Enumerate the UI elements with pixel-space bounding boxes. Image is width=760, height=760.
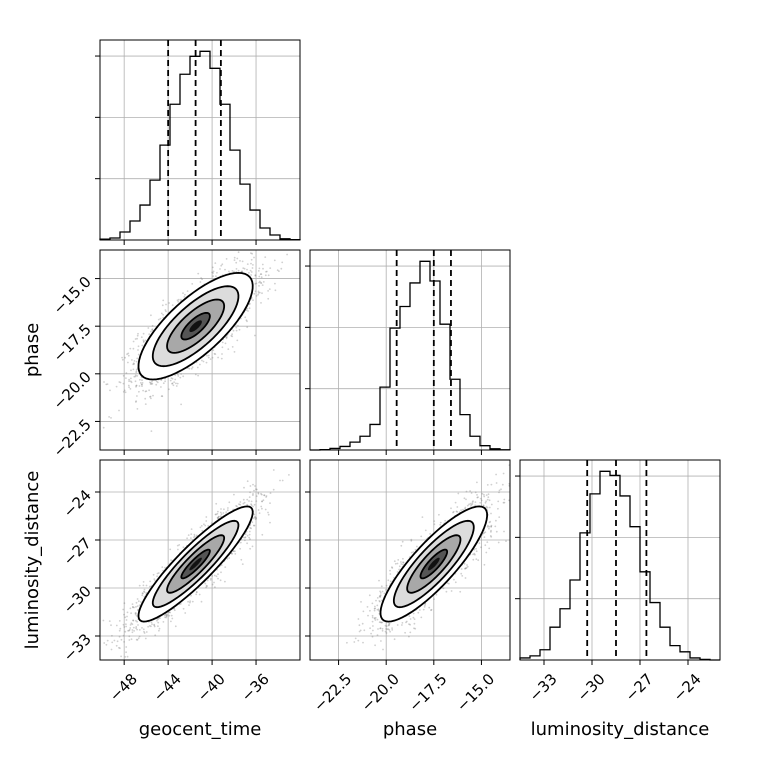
x-axis-label-geocent-time: geocent_time [139, 719, 262, 740]
joint-panel-geocent_time-phase: −22.5−20.0−17.5−15.0 [50, 249, 301, 461]
contour-line [137, 271, 254, 381]
x-tick-label: −33 [526, 670, 561, 705]
y-axis-label-luminosity-distance: luminosity_distance [22, 471, 43, 650]
contour-line [180, 311, 211, 341]
joint-panel-geocent_time-luminosity_distance: −48 −44 −40 −36 −33 −30 −27 −24 [60, 459, 301, 705]
y-tick-label: −17.5 [50, 320, 95, 365]
panel-frame [99, 459, 301, 661]
y-tick-label: −15.0 [50, 273, 95, 318]
density-peak [189, 320, 202, 333]
joint-plot-area [102, 469, 290, 658]
x-tick-label: −22.5 [310, 670, 355, 715]
y-axis-label-phase: phase [22, 323, 43, 377]
x-tick-label: −48 [106, 670, 141, 705]
density-peak [189, 557, 202, 571]
contour-line [166, 534, 226, 594]
joint-panel-phase-luminosity_distance: −22.5 −20.0 −17.5 −15.0 [305, 459, 511, 715]
contour-line [419, 548, 449, 580]
x-tick-label: −20.0 [358, 670, 403, 715]
histogram-panel-phase [305, 249, 511, 455]
density-peak [427, 557, 440, 571]
panel-frame [309, 459, 511, 661]
contour-line [151, 285, 240, 368]
panel-frame [309, 249, 511, 451]
panel-frame [519, 459, 721, 661]
histogram-phase [310, 260, 511, 451]
histogram-luminosity_distance [519, 470, 720, 661]
contour-line [379, 505, 489, 623]
contour-line [151, 519, 240, 609]
joint-plot-area [102, 251, 288, 432]
contour-line [137, 505, 254, 623]
x-tick-label: −40 [194, 670, 229, 705]
x-tick-label: −24 [670, 670, 705, 705]
y-tick-label: −30 [60, 582, 95, 617]
y-tick-label: −20.0 [50, 368, 95, 413]
y-tick-label: −24 [60, 486, 95, 521]
x-tick-label: −15.0 [453, 670, 498, 715]
x-axis-label-phase: phase [383, 719, 437, 740]
x-tick-label: −30 [574, 670, 609, 705]
contour-line [406, 534, 462, 594]
x-axis-label-luminosity-distance: luminosity_distance [531, 719, 710, 740]
panel-frame [99, 39, 301, 241]
histogram-panel-luminosity_distance: −33 −30 −27 −24 [515, 459, 721, 705]
contour-line [166, 298, 226, 354]
x-tick-label: −27 [622, 670, 657, 705]
x-tick-label: −36 [238, 670, 273, 705]
y-tick-label: −33 [60, 630, 95, 665]
joint-plot-area [346, 464, 510, 651]
y-tick-label: −22.5 [50, 416, 95, 461]
panel-frame [99, 249, 301, 451]
histogram-geocent_time [99, 50, 301, 241]
x-tick-label: −44 [150, 670, 185, 705]
contour-line [392, 519, 475, 609]
contour-line [180, 548, 211, 580]
x-tick-label: −17.5 [405, 670, 450, 715]
y-tick-label: −27 [60, 534, 95, 569]
histogram-panel-geocent_time [95, 39, 301, 245]
